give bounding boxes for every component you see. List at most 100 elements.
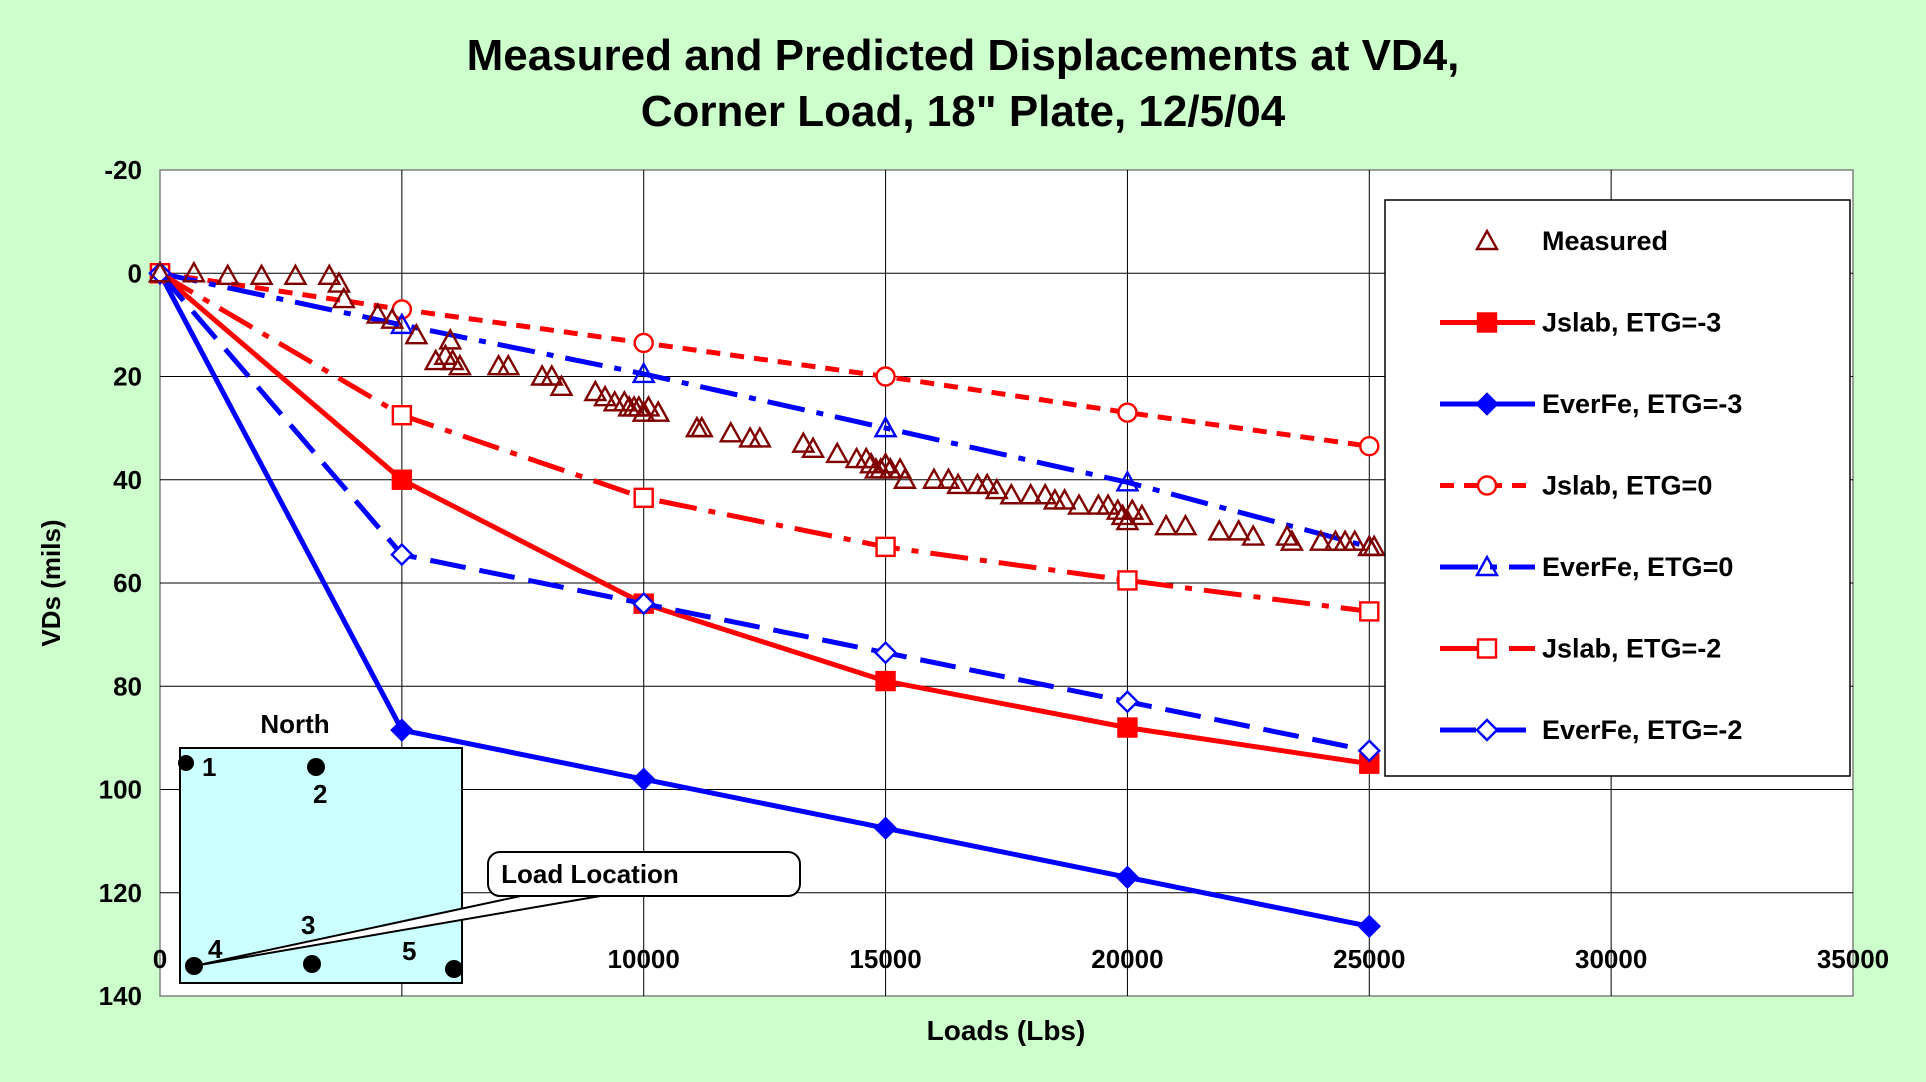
- data-point: [181, 260, 206, 283]
- x-tick-label: 0: [153, 944, 167, 974]
- data-point: [1129, 503, 1154, 526]
- data-point: [1226, 518, 1251, 541]
- data-point: [800, 436, 826, 458]
- data-point: [365, 302, 390, 324]
- data-point: [873, 415, 898, 438]
- data-point: [1115, 690, 1140, 714]
- data-point: [999, 482, 1024, 505]
- legend: Measured Jslab, ETG=-3 EverFe, ETG=-3 Jslab…: [1384, 199, 1851, 777]
- data-point: [1275, 524, 1300, 546]
- data-point: [791, 431, 816, 453]
- legend-label: EverFe, ETG=-3: [1542, 389, 1742, 419]
- legend-box: [1384, 199, 1851, 777]
- data-point: [549, 374, 574, 397]
- y-tick-label: 140: [99, 981, 142, 1011]
- y-tick-label: -20: [104, 155, 142, 185]
- x-tick-label: 35000: [1817, 944, 1889, 974]
- data-point: [389, 312, 414, 335]
- series-jslab-etg-0: [149, 263, 1380, 457]
- x-tick-label: 15000: [849, 944, 921, 974]
- data-point: [873, 816, 898, 840]
- data-point: [1308, 529, 1333, 551]
- data-point: [1359, 601, 1380, 622]
- data-point: [875, 536, 896, 558]
- data-point: [873, 451, 898, 474]
- data-point: [631, 400, 656, 422]
- sensor-dot-1: [178, 755, 194, 771]
- data-point: [636, 395, 661, 417]
- data-point: [875, 670, 896, 692]
- data-point: [583, 379, 608, 402]
- data-point: [825, 441, 850, 464]
- data-point: [859, 451, 884, 474]
- series-line: [158, 271, 1370, 614]
- data-point: [1115, 469, 1140, 492]
- data-point: [1033, 482, 1058, 505]
- legend-label: Jslab, ETG=0: [1542, 471, 1712, 501]
- data-point: [380, 307, 405, 329]
- data-point: [632, 767, 656, 791]
- y-tick-label: 60: [113, 568, 142, 598]
- legend-label: EverFe, ETG=0: [1542, 552, 1733, 582]
- data-point: [633, 332, 654, 354]
- x-axis-label: Loads (Lbs): [927, 1015, 1086, 1046]
- data-point: [1342, 529, 1367, 551]
- data-point: [631, 361, 656, 384]
- legend-marker: [1476, 312, 1498, 333]
- legend-label: Jslab, ETG=-3: [1542, 308, 1721, 338]
- legend-label: EverFe, ETG=-2: [1542, 715, 1742, 745]
- data-point: [975, 472, 1000, 495]
- legend-marker: [1474, 554, 1500, 577]
- data-point: [1115, 865, 1140, 889]
- data-point: [1117, 402, 1138, 423]
- data-point: [936, 467, 961, 489]
- legend-marker: [1475, 392, 1499, 416]
- callout-label: Load Location: [501, 859, 679, 889]
- data-point: [632, 591, 656, 616]
- data-point: [1052, 487, 1077, 510]
- data-point: [646, 400, 671, 422]
- data-point: [718, 420, 743, 443]
- data-point: [1105, 498, 1130, 520]
- y-tick-label: 100: [99, 775, 142, 805]
- inset-north-label: North: [260, 709, 329, 739]
- data-point: [1362, 534, 1387, 557]
- y-axis-label: VDs (mils): [36, 519, 66, 646]
- data-point: [592, 384, 618, 407]
- data-point: [612, 389, 637, 412]
- x-tick-label: 30000: [1575, 944, 1647, 974]
- callout-box: [487, 851, 801, 897]
- data-point: [148, 261, 172, 285]
- sensor-label-4: 4: [208, 934, 223, 964]
- data-point: [633, 487, 654, 509]
- legend-marker: [1476, 475, 1498, 496]
- series-layer: [147, 260, 1387, 939]
- data-point: [892, 467, 917, 489]
- data-point: [984, 477, 1009, 500]
- data-point: [1018, 482, 1043, 505]
- data-point: [147, 260, 173, 283]
- data-point: [1096, 493, 1121, 515]
- sensor-label-3: 3: [301, 910, 315, 940]
- legend-entry: EverFe, ETG=0: [1440, 552, 1733, 582]
- x-tick-label: 25000: [1333, 944, 1405, 974]
- legend-entry: EverFe, ETG=-2: [1440, 715, 1742, 745]
- series-line: [159, 270, 1370, 449]
- data-point: [1279, 529, 1304, 551]
- legend-entry: Jslab, ETG=0: [1440, 471, 1712, 501]
- data-point: [390, 542, 414, 567]
- data-point: [317, 263, 342, 286]
- data-point: [946, 472, 971, 495]
- data-point: [875, 366, 896, 387]
- series-line: [158, 271, 1370, 754]
- data-point: [391, 469, 413, 490]
- data-point: [447, 353, 472, 376]
- data-point: [1359, 435, 1380, 457]
- sensor-label-5: 5: [402, 936, 416, 966]
- data-point: [438, 327, 463, 350]
- data-point: [1357, 739, 1381, 763]
- data-point: [1067, 493, 1092, 515]
- data-point: [215, 263, 240, 286]
- data-point: [326, 271, 352, 293]
